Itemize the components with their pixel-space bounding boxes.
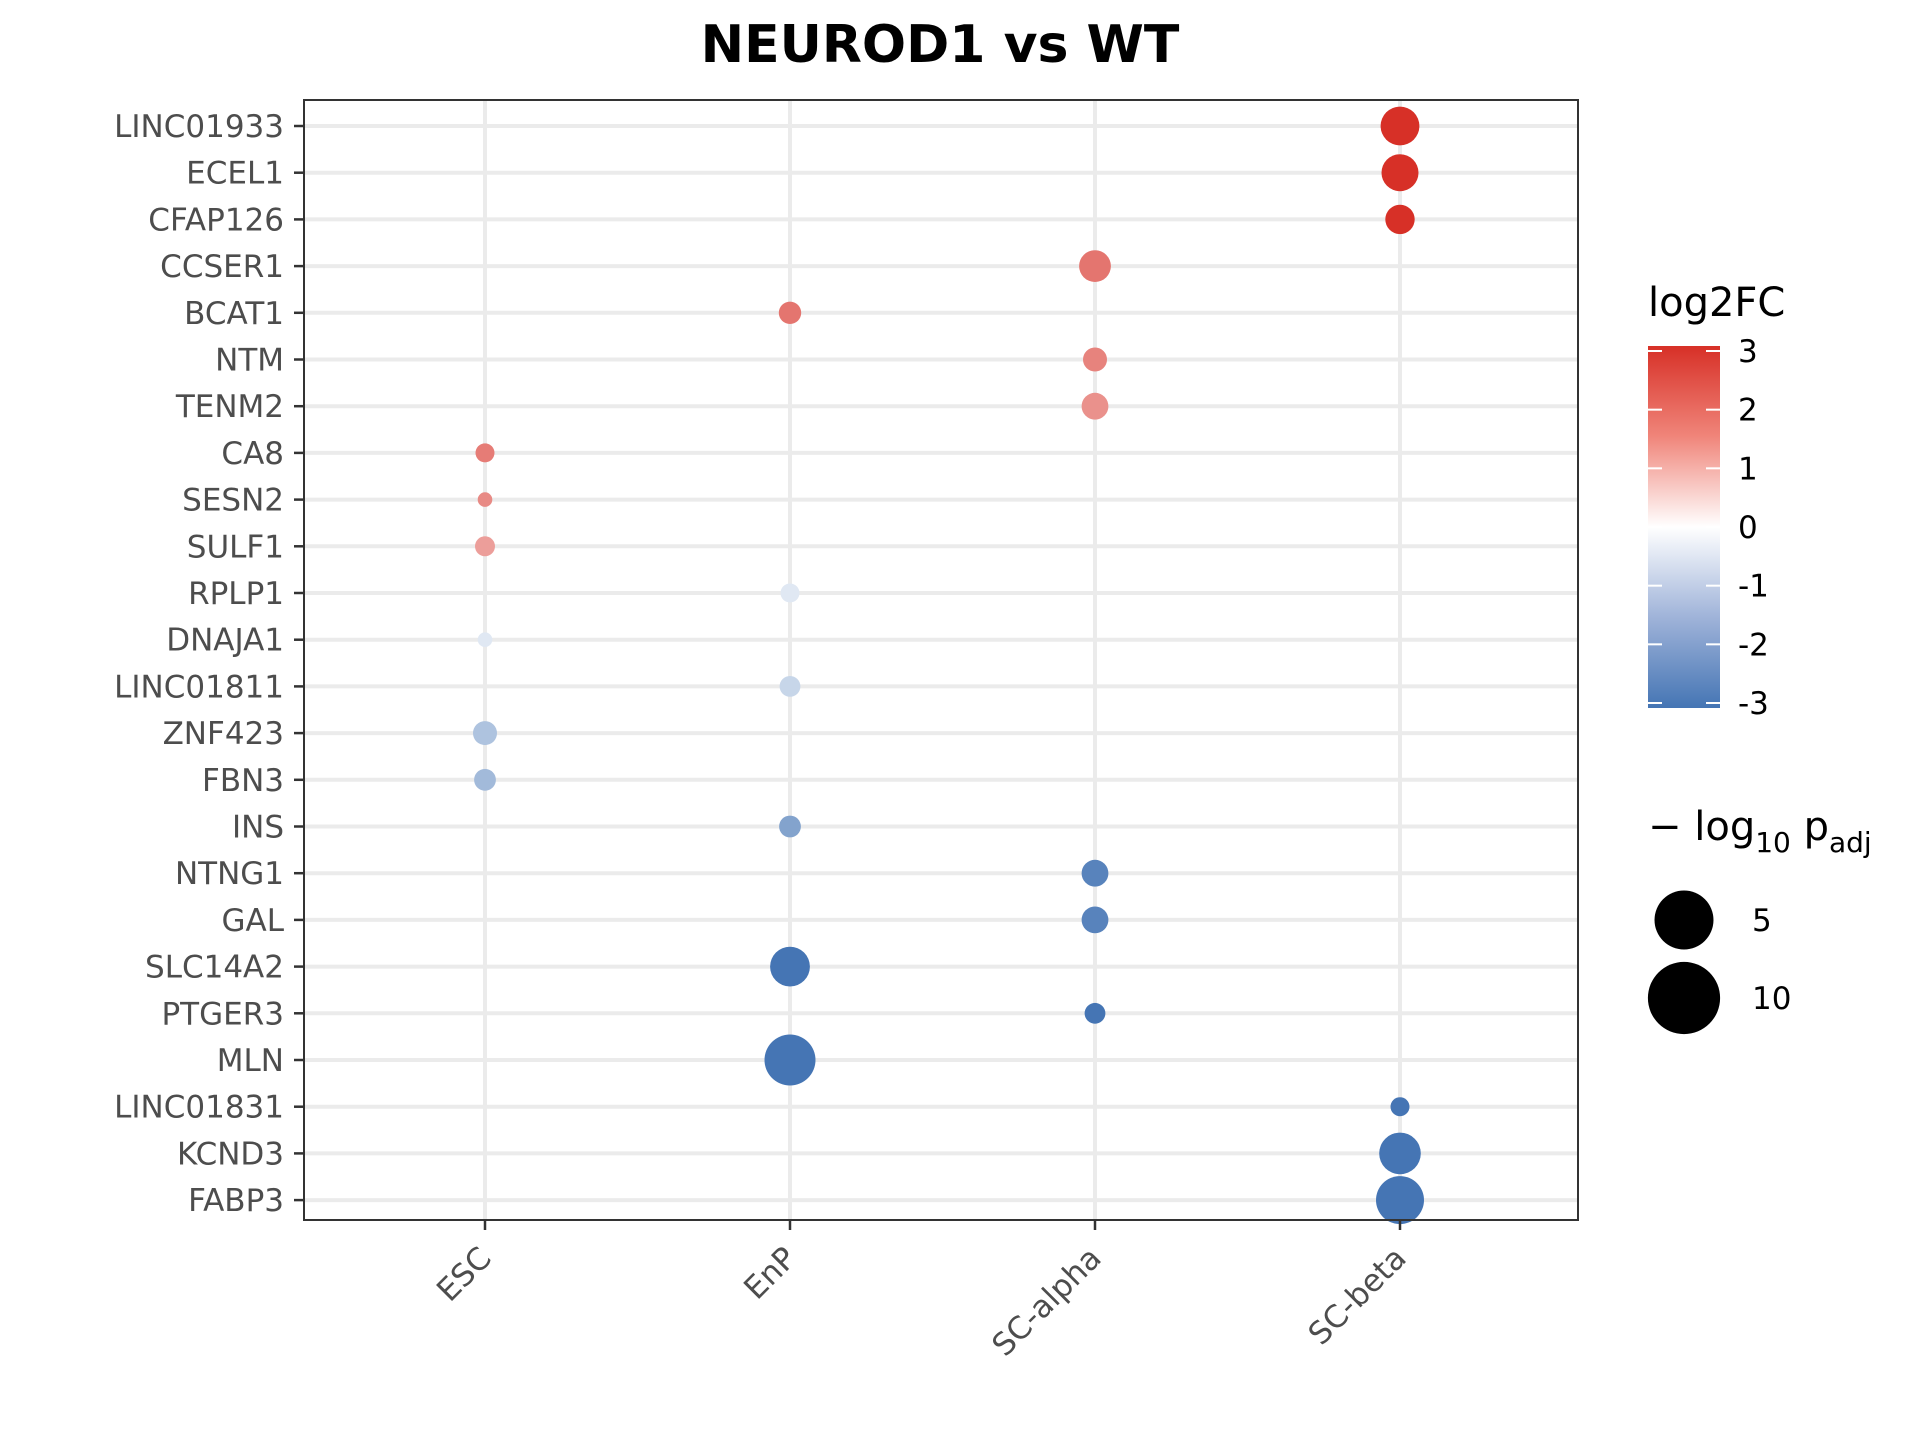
point-dnaja1-esc	[477, 632, 493, 647]
y-tick-label-ptger3: PTGER3	[161, 996, 284, 1032]
y-tick-label-kcnd3: KCND3	[177, 1136, 284, 1172]
point-ecel1-sc-beta	[1381, 154, 1419, 192]
y-tick-label-fabp3: FABP3	[188, 1183, 284, 1219]
y-tick-label-cfap126: CFAP126	[148, 202, 284, 238]
point-linc01811-enp	[779, 676, 801, 697]
size-legend-label-5: 5	[1752, 903, 1772, 939]
point-linc01831-sc-beta	[1390, 1097, 1410, 1117]
point-sulf1-esc	[475, 536, 495, 557]
y-tick-label-mln: MLN	[217, 1043, 284, 1079]
y-tick-label-linc01831: LINC01831	[114, 1090, 284, 1126]
cbar-tick-label-1: 2	[1738, 393, 1758, 429]
y-tick-label-bcat1: BCAT1	[184, 296, 284, 332]
point-ins-enp	[779, 815, 801, 838]
point-layer	[473, 106, 1424, 1225]
y-tick-label-znf423: ZNF423	[163, 716, 284, 752]
size-legend-title-p: p	[1791, 804, 1829, 850]
size-legend-title-sub: 10	[1755, 826, 1791, 859]
point-slc14a2-enp	[770, 946, 810, 987]
y-tick-label-linc01811: LINC01811	[114, 669, 284, 705]
point-linc01933-sc-beta	[1380, 106, 1420, 146]
y-tick-label-sulf1: SULF1	[187, 529, 284, 565]
y-tick-label-ntm: NTM	[215, 343, 284, 379]
color-legend-ticks: 3 2 1 0 -1 -2 -3	[1648, 334, 1769, 722]
cbar-tick-label-4: -1	[1738, 569, 1769, 605]
point-ptger3-sc-alpha	[1084, 1002, 1106, 1024]
cbar-tick-label-6: -3	[1738, 686, 1769, 722]
point-cfap126-sc-beta	[1385, 204, 1415, 235]
size-legend-dot-10	[1647, 961, 1721, 1035]
point-ntng1-sc-alpha	[1081, 859, 1109, 887]
panel-border	[303, 99, 1579, 1221]
point-bcat1-enp	[778, 301, 802, 324]
point-tenm2-sc-alpha	[1081, 392, 1109, 420]
y-tick-label-slc14a2: SLC14A2	[145, 950, 284, 986]
y-tick-label-ecel1: ECEL1	[186, 156, 284, 192]
point-ccser1-sc-alpha	[1079, 250, 1111, 282]
y-tick-label-ntng1: NTNG1	[175, 856, 284, 892]
y-tick-label-rplp1: RPLP1	[188, 576, 284, 612]
x-tick-label-sc-alpha: SC-alpha	[985, 1240, 1108, 1363]
y-tick-label-sesn2: SESN2	[182, 483, 284, 519]
y-tick-label-ins: INS	[232, 810, 284, 846]
point-kcnd3-sc-beta	[1379, 1132, 1421, 1175]
size-legend-title: − log10 padj	[1648, 804, 1872, 859]
point-rplp1-enp	[780, 583, 800, 603]
size-legend-entries: 5 10	[1647, 890, 1791, 1035]
size-legend-title-main: − log	[1648, 804, 1755, 850]
color-legend: log2FC 3 2 1 0 -1 -2 -3	[1648, 280, 1785, 722]
cbar-tick-label-5: -2	[1738, 627, 1769, 663]
grid-layer	[304, 100, 1578, 1220]
y-tick-label-ccser1: CCSER1	[160, 249, 284, 285]
point-gal-sc-alpha	[1081, 906, 1109, 934]
size-legend-label-10: 10	[1752, 981, 1791, 1017]
x-tick-label-enp: EnP	[737, 1240, 803, 1306]
point-sesn2-esc	[477, 492, 493, 507]
point-fabp3-sc-beta	[1376, 1176, 1424, 1225]
point-ca8-esc	[475, 443, 495, 463]
size-legend-title-adj: adj	[1829, 826, 1872, 859]
size-legend-dot-5	[1654, 890, 1714, 950]
y-tick-label-gal: GAL	[222, 903, 285, 939]
color-legend-title: log2FC	[1648, 280, 1785, 326]
x-axis: ESC EnP SC-alpha SC-beta	[430, 1220, 1414, 1364]
y-tick-label-dnaja1: DNAJA1	[166, 623, 284, 659]
y-axis: LINC01933 ECEL1 CFAP126 CCSER1 BCAT1 NTM TENM2…	[114, 109, 304, 1219]
point-mln-enp	[764, 1034, 816, 1086]
x-tick-label-esc: ESC	[430, 1240, 499, 1309]
chart-title: NEUROD1 vs WT	[701, 15, 1180, 75]
y-tick-label-ca8: CA8	[221, 436, 284, 472]
x-tick-label-sc-beta: SC-beta	[1302, 1240, 1414, 1352]
cbar-tick-label-2: 1	[1738, 451, 1758, 487]
point-znf423-esc	[473, 721, 497, 746]
point-ntm-sc-alpha	[1083, 347, 1107, 372]
y-tick-label-tenm2: TENM2	[175, 389, 284, 425]
point-fbn3-esc	[474, 768, 496, 791]
y-tick-label-linc01933: LINC01933	[114, 109, 284, 145]
cbar-tick-label-0: 3	[1738, 334, 1758, 370]
size-legend: − log10 padj 510	[1647, 804, 1872, 1035]
y-tick-label-fbn3: FBN3	[202, 763, 284, 799]
cbar-tick-label-3: 0	[1738, 510, 1758, 546]
